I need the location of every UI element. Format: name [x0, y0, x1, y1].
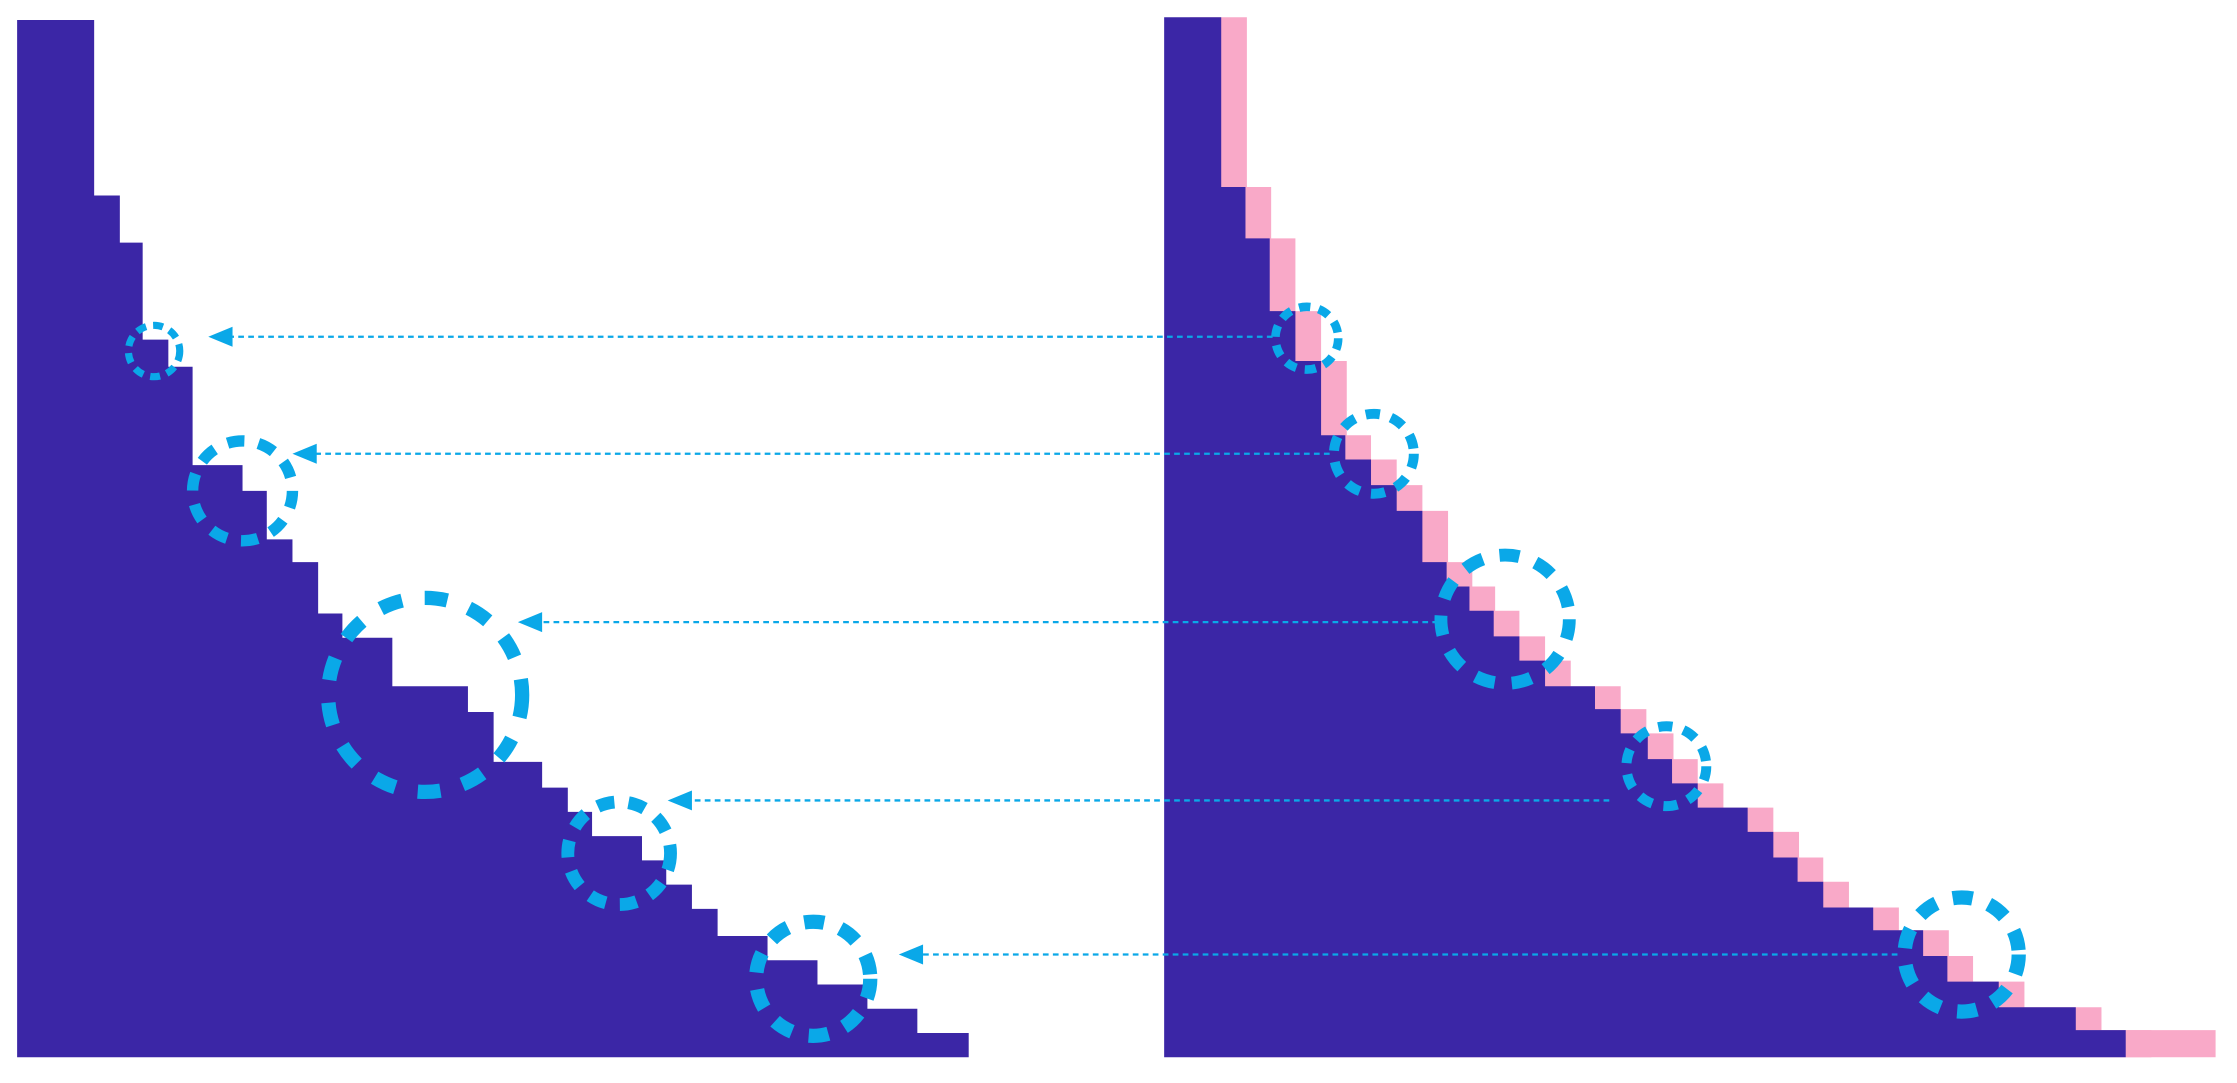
dashed-ring: [1328, 408, 1419, 499]
arrow-head: [208, 326, 233, 347]
dashed-ring: [561, 795, 677, 912]
dashed-ring: [1434, 548, 1576, 690]
arrow-head: [292, 443, 317, 464]
dashed-ring: [320, 590, 530, 800]
arrow-head: [898, 944, 924, 965]
left-staircase: [17, 20, 969, 1058]
right-staircase: [1164, 17, 2216, 1058]
purple-staircase: [1164, 17, 2126, 1058]
dashed-ring: [1271, 302, 1343, 374]
dashed-ring: [748, 914, 878, 1043]
dashed-ring: [186, 435, 299, 547]
dashed-ring: [1897, 890, 2026, 1019]
dashed-ring: [124, 321, 184, 381]
pink-step: [2125, 1030, 2216, 1058]
arrow-head: [517, 612, 543, 633]
arrow-head: [667, 790, 692, 811]
dashed-ring: [1621, 721, 1712, 812]
highlight-rings: [124, 302, 2026, 1043]
connectors: [208, 326, 1898, 965]
